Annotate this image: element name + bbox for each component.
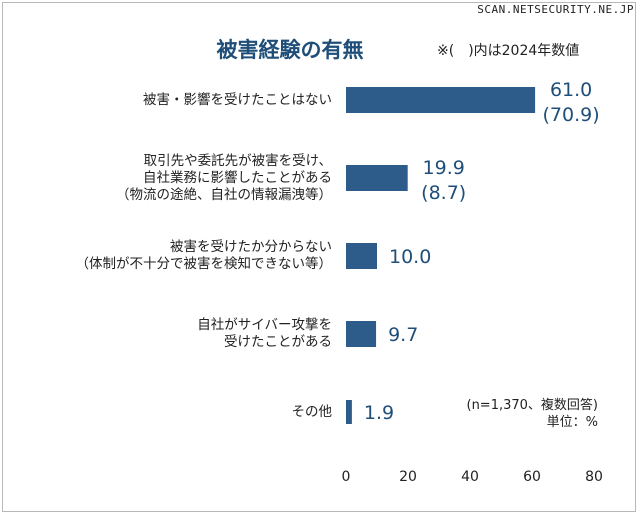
value-label-2: 10.0	[389, 246, 431, 268]
category-label-3: 自社がサイバー攻撃を 受けたことがある	[30, 317, 332, 351]
bar-3	[346, 321, 377, 347]
category-label-2-line-0: 被害を受けたか分からない	[170, 239, 332, 255]
x-tick-label-1: 20	[399, 469, 417, 485]
category-label-2-line-1: （体制が不十分で被害を検知できない等）	[75, 256, 333, 272]
bar-1	[346, 165, 408, 191]
category-label-1-line-0: 取引先や委託先が被害を受け、	[143, 152, 332, 169]
category-label-2: 被害を受けたか分からない （体制が不十分で被害を検知できない等）	[30, 239, 333, 273]
sample-size-note: (n=1,370、複数回答)	[466, 398, 599, 413]
category-label-1: 取引先や委託先が被害を受け、 自社業務に影響したことがある （物流の途絶、自社の情報…	[30, 153, 332, 204]
chart-title: 被害経験の有無	[0, 34, 640, 64]
category-label-0-line-0: 被害・影響を受けたことはない	[143, 91, 332, 108]
note-text: ※( )内は2024年数値	[437, 43, 580, 59]
category-label-0: 被害・影響を受けたことはない	[30, 92, 332, 109]
chart-title-text: 被害経験の有無	[216, 38, 364, 62]
category-label-4-line-0: その他	[291, 403, 333, 420]
value-label-3: 9.7	[388, 324, 418, 346]
x-tick-label-0: 0	[342, 469, 351, 485]
value-label-0: 61.0	[550, 79, 592, 101]
bar-0	[346, 87, 536, 113]
category-label-1-line-2: （物流の途絶、自社の情報漏洩等）	[116, 186, 332, 203]
unit-note: 単位：%	[546, 415, 598, 430]
value-label-4: 1.9	[364, 402, 394, 424]
value-label-1: 19.9	[423, 157, 465, 179]
x-tick-label-2: 40	[461, 469, 479, 485]
prev-value-label-1: (8.7)	[421, 182, 466, 204]
category-label-1-line-1: 自社業務に影響したことがある	[143, 169, 332, 186]
watermark-text: SCAN.NETSECURITY.NE.JP	[477, 3, 634, 16]
prev-value-label-0: (70.9)	[543, 104, 600, 126]
category-label-4: その他	[30, 403, 333, 421]
bar-2	[346, 243, 377, 269]
x-tick-label-3: 60	[523, 469, 541, 485]
category-label-3-line-1: 受けたことがある	[224, 334, 332, 350]
x-tick-label-4: 80	[585, 469, 603, 485]
bar-4	[346, 400, 352, 424]
category-label-3-line-0: 自社がサイバー攻撃を	[197, 317, 332, 333]
footnote: (n=1,370、複数回答) 単位：%	[440, 397, 599, 431]
